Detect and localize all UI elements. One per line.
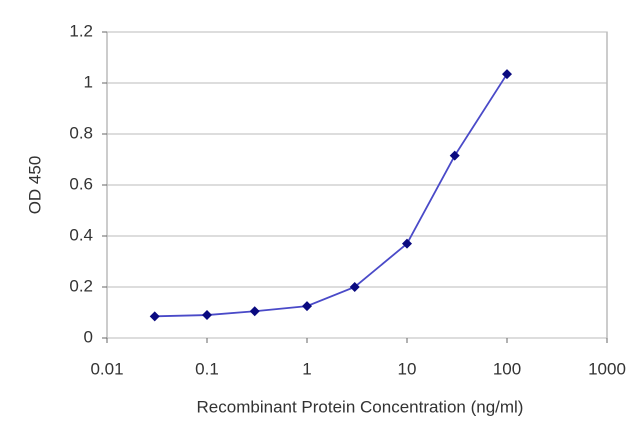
data-point: [249, 306, 260, 317]
y-tick-label: 1: [84, 72, 93, 91]
x-tick-label: 0.01: [90, 359, 123, 378]
y-tick-label: 0.2: [69, 276, 93, 295]
data-line: [154, 73, 508, 318]
data-point: [449, 150, 460, 161]
y-tick-label: 0: [84, 327, 93, 346]
x-tick-label: 100: [493, 359, 521, 378]
data-point: [349, 282, 360, 292]
y-tick-label: 0.4: [69, 225, 93, 244]
data-point: [149, 311, 160, 322]
y-axis-title: OD 450: [25, 156, 44, 215]
y-tick-label: 1.2: [69, 21, 93, 40]
y-tick-label: 0.8: [69, 123, 93, 142]
data-point: [502, 69, 512, 80]
data-point: [402, 238, 412, 249]
x-tick-label: 10: [398, 359, 417, 378]
x-tick-label: 0.1: [195, 359, 219, 378]
data-point: [302, 301, 312, 312]
y-tick-label: 0.6: [69, 174, 93, 193]
x-tick-label: 1000: [588, 359, 626, 378]
data-point: [202, 310, 212, 321]
x-axis-title: Recombinant Protein Concentration (ng/ml…: [197, 397, 524, 416]
x-tick-label: 1: [302, 359, 311, 378]
